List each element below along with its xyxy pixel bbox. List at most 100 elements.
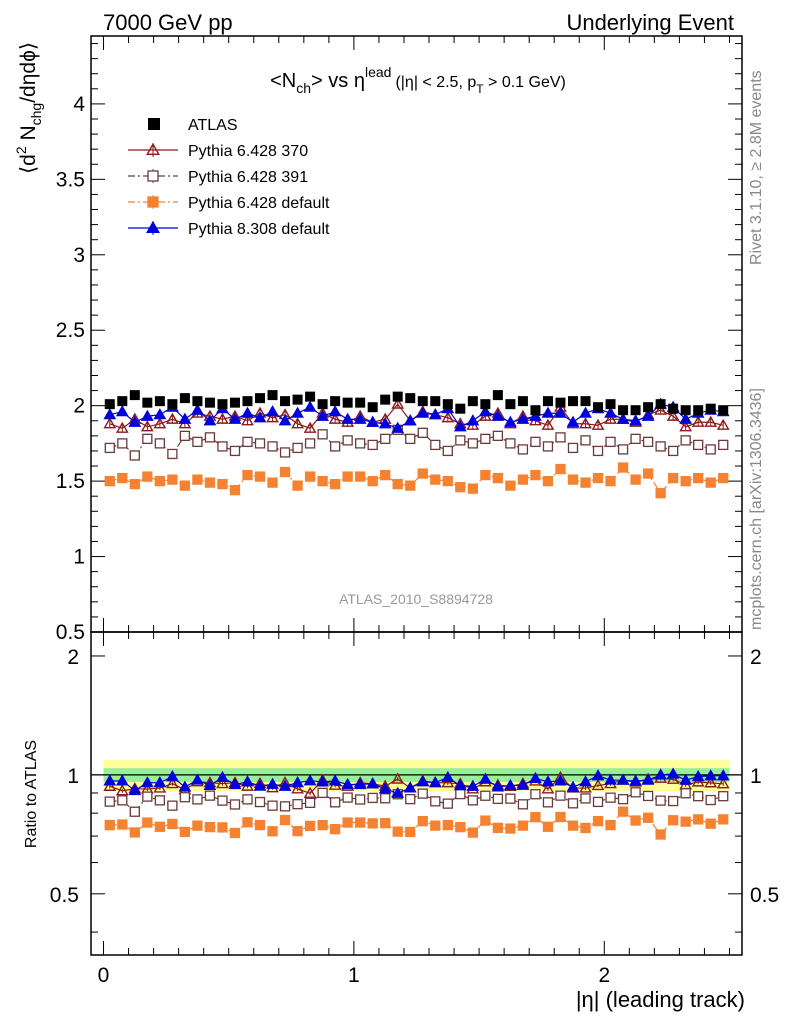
ratio-point xyxy=(128,783,142,796)
ratio-point xyxy=(216,777,229,789)
series-point xyxy=(179,430,191,441)
title-cond-sub: T xyxy=(476,82,484,96)
ratio-point xyxy=(716,777,730,789)
series-point xyxy=(204,432,216,443)
reference-point xyxy=(305,391,316,402)
ratio-series-2 xyxy=(104,806,729,840)
series-point xyxy=(253,411,267,423)
reference-point xyxy=(530,405,541,416)
ratio-point xyxy=(216,770,229,783)
series-point xyxy=(217,478,228,490)
main-y-tick-label: 3 xyxy=(73,244,85,267)
series-point xyxy=(153,417,167,429)
series-point xyxy=(317,475,328,487)
main-y-tick-label: 1 xyxy=(73,546,85,569)
ratio-point xyxy=(616,773,630,785)
ratio-point xyxy=(480,790,491,801)
analysis-watermark: ATLAS_2010_S8894728 xyxy=(339,591,493,607)
title-main-sup: lead xyxy=(365,64,391,80)
series-point xyxy=(317,429,328,440)
header-right: Underlying Event xyxy=(566,10,734,35)
series-point xyxy=(467,438,478,449)
legend-item-reference: ATLAS xyxy=(148,117,238,134)
ratio-point xyxy=(617,806,629,817)
series-point xyxy=(530,436,541,448)
series-point xyxy=(630,433,641,445)
series-point xyxy=(380,469,391,481)
ratio-point xyxy=(117,795,128,806)
ratio-point xyxy=(430,820,441,831)
ratio-point xyxy=(328,774,342,786)
ratio-point xyxy=(378,782,392,794)
ratio-y-tick-label-right: 1 xyxy=(750,765,762,788)
reference-point xyxy=(154,396,165,407)
x-tick-label: 1 xyxy=(348,964,360,987)
series-point xyxy=(491,409,505,421)
ratio-point xyxy=(142,817,153,828)
ratio-point xyxy=(217,822,228,833)
series-point xyxy=(504,415,517,427)
ratio-point xyxy=(666,772,680,784)
reference-point xyxy=(342,397,353,408)
ratio-point xyxy=(292,825,303,837)
main-y-tick-label: 0.5 xyxy=(56,621,85,644)
x-axis-label: |η| (leading track) xyxy=(576,987,745,1012)
reference-point xyxy=(255,393,266,404)
ratio-point xyxy=(530,811,541,823)
ratio-point xyxy=(367,792,378,804)
legend-label: Pythia 6.428 370 xyxy=(188,143,308,160)
series-point xyxy=(529,409,542,421)
ratio-point xyxy=(467,827,478,838)
mcplots-label: mcplots.cern.ch [arXiv:1306.3436] xyxy=(748,388,765,630)
ratio-point xyxy=(341,777,355,790)
series-point xyxy=(329,441,341,452)
series-point xyxy=(129,450,140,461)
ratio-point xyxy=(478,772,492,784)
ratio-point xyxy=(605,792,616,803)
reference-point xyxy=(630,405,641,416)
ratio-point xyxy=(453,779,467,791)
ratio-series-3 xyxy=(103,767,730,798)
reference-point xyxy=(142,397,153,408)
legend-marker xyxy=(148,118,160,130)
series-point xyxy=(616,412,630,424)
ratio-point xyxy=(691,770,705,782)
series-point xyxy=(342,435,353,446)
ylabel-sub: chg xyxy=(28,103,44,126)
ratio-point xyxy=(705,818,716,829)
series-point xyxy=(516,412,530,424)
ratio-point xyxy=(579,775,592,787)
series-point xyxy=(266,411,279,423)
series-point xyxy=(580,435,591,446)
legend: ATLAS Pythia 6.428 370 Pythia 6.428 391 Pyt… xyxy=(128,117,330,238)
reference-point xyxy=(217,399,228,410)
reference-point xyxy=(718,405,729,416)
ratio-point xyxy=(505,823,516,834)
main-panel: 0.511.522.533.54 ATLAS_2010_S8894728 <Nc… xyxy=(13,35,743,644)
series-point xyxy=(204,477,216,488)
main-y-tick-label: 3.5 xyxy=(56,168,85,191)
ratio-point xyxy=(629,774,642,786)
series-point xyxy=(630,474,641,485)
series-point xyxy=(178,412,192,424)
ratio-point xyxy=(567,798,579,809)
series-point xyxy=(592,472,604,484)
ratio-point xyxy=(591,769,605,781)
reference-point xyxy=(129,390,140,401)
series-point xyxy=(355,438,366,449)
ratio-point xyxy=(179,826,191,838)
ratio-point xyxy=(304,820,316,832)
series-point xyxy=(303,421,317,433)
ratio-data-layer xyxy=(103,767,730,840)
ratio-point xyxy=(242,794,253,805)
ratio-point xyxy=(679,773,693,785)
series-point xyxy=(279,447,291,458)
ratio-point xyxy=(680,788,691,799)
ratio-point xyxy=(442,798,453,809)
reference-point xyxy=(367,402,378,413)
ratio-point xyxy=(516,778,530,790)
series-point xyxy=(142,433,153,445)
ratio-point xyxy=(542,821,554,832)
ratio-point xyxy=(292,799,303,810)
series-point xyxy=(691,415,705,427)
